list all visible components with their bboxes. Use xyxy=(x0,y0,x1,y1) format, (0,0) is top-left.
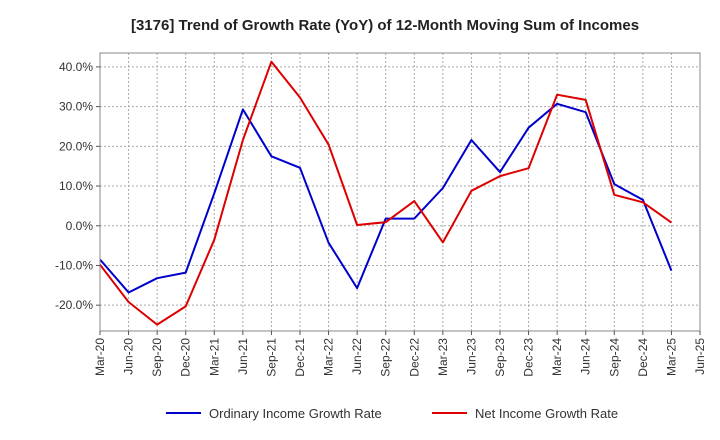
x-tick-label: Jun-22 xyxy=(350,338,364,375)
x-tick-label: Mar-20 xyxy=(93,338,107,376)
x-tick-label: Jun-24 xyxy=(579,338,593,375)
x-tick-label: Dec-21 xyxy=(293,338,307,377)
legend-label-ordinary: Ordinary Income Growth Rate xyxy=(209,406,382,421)
grid-lines xyxy=(100,53,700,331)
x-axis-ticks: Mar-20 Jun-20 Sep-20 Dec-20 Mar-21 Jun-21 Sep-… xyxy=(93,331,707,377)
x-tick-label: Sep-22 xyxy=(379,338,393,377)
chart-title: [3176] Trend of Growth Rate (YoY) of 12-… xyxy=(131,17,639,34)
legend-label-net: Net Income Growth Rate xyxy=(475,406,618,421)
series-line-ordinary-income xyxy=(99,102,673,294)
x-tick-label: Sep-24 xyxy=(607,338,621,377)
x-tick-label: Jun-20 xyxy=(122,338,136,375)
x-tick-label: Sep-20 xyxy=(150,338,164,377)
plot-frame xyxy=(99,52,701,332)
x-tick-label: Mar-22 xyxy=(322,338,336,376)
x-tick-label: Jun-23 xyxy=(464,338,478,375)
series-lines xyxy=(99,60,673,326)
y-tick-label: 30.0% xyxy=(59,100,93,114)
legend: Ordinary Income Growth Rate Net Income G… xyxy=(166,406,618,421)
y-tick-label: 20.0% xyxy=(59,139,93,153)
x-tick-label: Mar-25 xyxy=(664,338,678,376)
y-tick-label: 40.0% xyxy=(59,60,93,74)
x-tick-label: Mar-24 xyxy=(550,338,564,376)
x-tick-label: Mar-21 xyxy=(207,338,221,376)
y-tick-label: 0.0% xyxy=(66,219,94,233)
y-axis-ticks: -20.0% -10.0% 0.0% 10.0% 20.0% 30.0% 40.0% xyxy=(55,60,100,312)
x-tick-label: Jun-25 xyxy=(693,338,707,375)
y-tick-label: -10.0% xyxy=(55,258,93,272)
x-tick-label: Dec-23 xyxy=(522,338,536,377)
x-tick-label: Sep-23 xyxy=(493,338,507,377)
x-tick-label: Mar-23 xyxy=(436,338,450,376)
x-tick-label: Dec-24 xyxy=(636,338,650,377)
y-tick-label: 10.0% xyxy=(59,179,93,193)
x-tick-label: Jun-21 xyxy=(236,338,250,375)
x-tick-label: Dec-20 xyxy=(179,338,193,377)
x-tick-label: Sep-21 xyxy=(264,338,278,377)
x-tick-label: Dec-22 xyxy=(407,338,421,377)
y-tick-label: -20.0% xyxy=(55,298,93,312)
series-line-net-income xyxy=(99,60,672,326)
